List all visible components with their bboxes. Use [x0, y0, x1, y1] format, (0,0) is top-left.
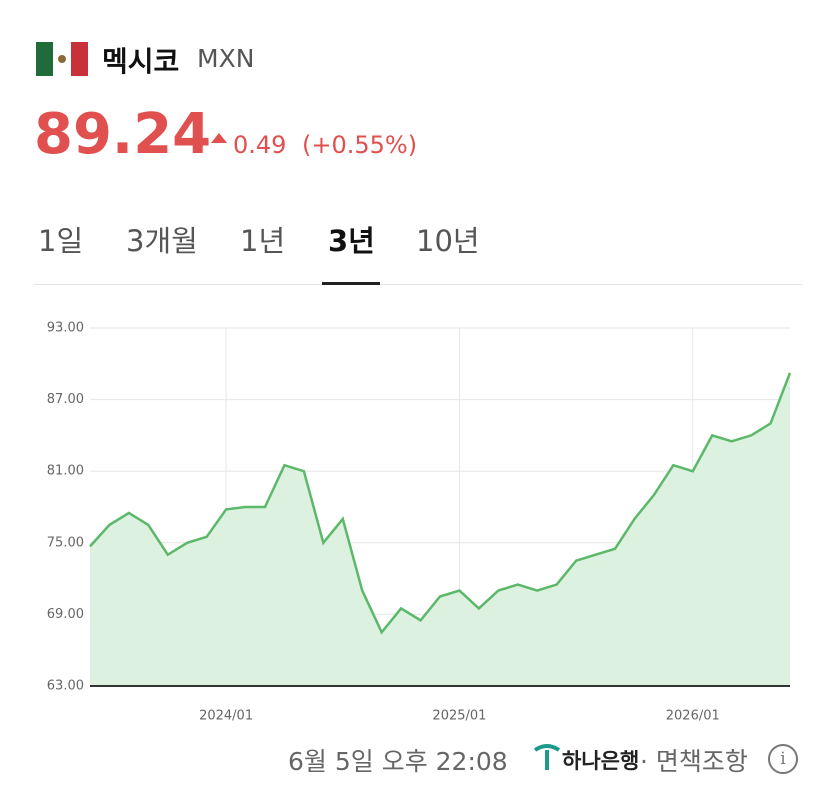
flag — [36, 42, 88, 76]
y-tick-label: 81.00 — [47, 464, 84, 479]
currency-code: MXN — [197, 44, 255, 73]
chart: 63.00 69.00 75.00 81.00 87.00 93.00 2024/01 202… — [47, 321, 792, 724]
up-arrow — [211, 133, 227, 143]
timestamp: 6월 5일 오후 22:08 — [288, 747, 508, 776]
country: 멕시코 — [102, 45, 180, 78]
tab[interactable]: 10년 — [416, 224, 480, 258]
x-tick-label: 2026/01 — [666, 709, 720, 724]
y-tick-label: 75.00 — [47, 535, 84, 550]
y-tick-label: 69.00 — [47, 607, 84, 622]
y-tick-label: 87.00 — [47, 392, 84, 407]
change-percent: (+0.55%) — [302, 131, 418, 159]
area — [90, 372, 790, 686]
info-icon[interactable]: i — [768, 744, 798, 774]
tab-underline — [322, 282, 380, 285]
tab[interactable]: 1일 — [38, 224, 84, 258]
y-tick-label: 93.00 — [47, 321, 84, 336]
disclaimer[interactable]: · 면책조항 — [640, 747, 748, 776]
x-tick-label: 2024/01 — [199, 709, 253, 724]
y-tick-label: 63.00 — [47, 679, 84, 694]
tab[interactable]: 1년 — [240, 224, 286, 258]
tab[interactable]: 3년 — [328, 224, 375, 258]
divider — [34, 284, 802, 285]
change: 0.49 — [233, 131, 287, 159]
tab[interactable]: 3개월 — [126, 224, 198, 258]
bank-logo — [533, 744, 561, 770]
bank-name: 하나은행 — [562, 749, 640, 773]
price: 89.24 — [34, 102, 212, 167]
line — [89, 372, 792, 635]
x-tick-label: 2025/01 — [432, 709, 486, 724]
